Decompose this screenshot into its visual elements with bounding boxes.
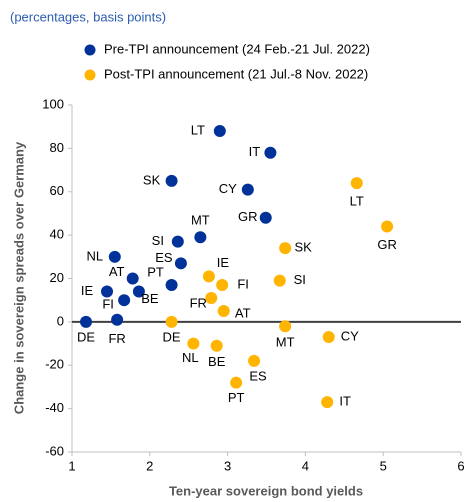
- point-label: SI: [152, 233, 164, 248]
- point-label: LT: [191, 122, 205, 137]
- x-tick-label: 6: [457, 458, 464, 473]
- point: [118, 294, 131, 307]
- point: [202, 270, 215, 283]
- y-tick-label: 20: [50, 270, 64, 285]
- point-label: IE: [81, 283, 94, 298]
- point-label: IT: [249, 144, 261, 159]
- point: [259, 211, 272, 224]
- point: [171, 235, 184, 248]
- point-label: NL: [182, 350, 199, 365]
- point-label: ES: [249, 368, 267, 383]
- point: [165, 174, 178, 187]
- point-label: SK: [295, 240, 313, 255]
- point: [108, 250, 121, 263]
- x-tick-label: 5: [380, 458, 387, 473]
- point: [194, 231, 207, 244]
- x-tick-label: 3: [224, 458, 231, 473]
- y-tick-label: 100: [42, 96, 64, 111]
- point-label: NL: [86, 248, 103, 263]
- point: [264, 146, 277, 159]
- point: [381, 220, 394, 233]
- legend-label: Pre-TPI announcement (24 Feb.-21 Jul. 20…: [104, 41, 370, 56]
- point-label: DE: [77, 329, 95, 344]
- point: [279, 242, 292, 255]
- point-label: PT: [228, 390, 245, 405]
- point-label: PT: [147, 264, 164, 279]
- point-label: AT: [109, 264, 125, 279]
- point-label: CY: [341, 328, 359, 343]
- y-tick-label: -60: [45, 443, 64, 458]
- legend-label: Post-TPI announcement (21 Jul.-8 Nov. 20…: [104, 66, 368, 81]
- point: [205, 292, 218, 305]
- point: [126, 272, 139, 285]
- legend-marker: [84, 44, 96, 56]
- point: [101, 285, 114, 298]
- x-axis-label: Ten-year sovereign bond yields: [169, 483, 363, 498]
- point-label: SK: [143, 172, 161, 187]
- y-tick-label: 0: [57, 313, 64, 328]
- point: [213, 125, 226, 138]
- point-label: ES: [155, 250, 173, 265]
- point-label: BE: [208, 354, 226, 369]
- x-tick-label: 4: [302, 458, 309, 473]
- point-label: BE: [141, 291, 159, 306]
- point: [187, 337, 200, 350]
- point: [350, 177, 363, 190]
- point: [165, 279, 178, 292]
- point: [279, 320, 292, 333]
- point: [216, 279, 229, 292]
- point-label: LT: [350, 194, 364, 209]
- chart-subtitle: (percentages, basis points): [10, 9, 166, 24]
- point-label: FR: [108, 331, 125, 346]
- point-label: MT: [191, 213, 210, 228]
- point-label: CY: [219, 181, 237, 196]
- point: [174, 257, 187, 270]
- legend-marker: [84, 69, 96, 81]
- y-tick-label: 80: [50, 140, 64, 155]
- point: [217, 305, 230, 318]
- x-tick-label: 1: [68, 458, 75, 473]
- point-label: FI: [102, 297, 114, 312]
- point: [132, 285, 145, 298]
- point-label: DE: [163, 329, 181, 344]
- point: [210, 339, 223, 352]
- x-tick-label: 2: [146, 458, 153, 473]
- point-label: SI: [294, 272, 306, 287]
- point: [80, 315, 93, 328]
- point-label: AT: [235, 305, 251, 320]
- y-tick-label: 60: [50, 183, 64, 198]
- point-label: MT: [276, 335, 295, 350]
- point: [273, 274, 286, 287]
- point: [241, 183, 254, 196]
- point: [248, 354, 261, 367]
- point-label: IT: [339, 394, 351, 409]
- point: [322, 331, 335, 344]
- y-tick-label: 40: [50, 227, 64, 242]
- point-label: GR: [377, 237, 397, 252]
- y-tick-label: -40: [45, 400, 64, 415]
- point-label: IE: [217, 255, 230, 270]
- point-label: GR: [238, 209, 258, 224]
- point: [165, 315, 178, 328]
- point: [321, 396, 334, 409]
- point-label: FI: [237, 276, 249, 291]
- y-axis-label: Change in sovereign spreads over Germany: [11, 141, 26, 414]
- point: [230, 376, 243, 389]
- point-label: FR: [190, 295, 207, 310]
- y-tick-label: -20: [45, 357, 64, 372]
- point: [111, 313, 124, 326]
